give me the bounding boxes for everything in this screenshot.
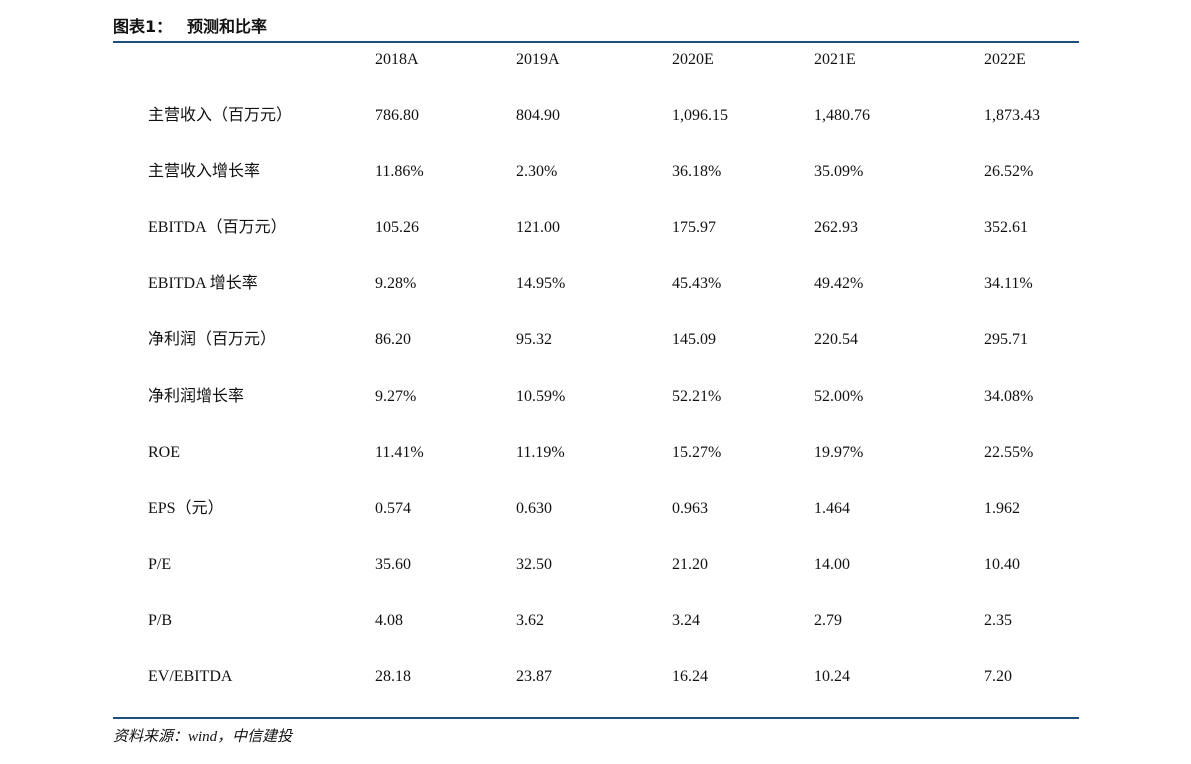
cell: 1,096.15 (672, 107, 728, 124)
cell: 4.08 (375, 611, 403, 629)
cell: 22.55% (984, 443, 1034, 461)
row-label: EBITDA 增长率 (148, 275, 258, 293)
cell: 121.00 (516, 219, 560, 237)
cell: 2.79 (814, 611, 842, 629)
cell: 19.97% (814, 443, 864, 461)
row-label: 净利润（百万元） (148, 331, 277, 349)
cell: 9.28% (375, 275, 417, 293)
cell: 0.963 (672, 499, 708, 517)
cell: 3.62 (516, 611, 544, 629)
cell: 10.40 (984, 555, 1020, 573)
row-label: EBITDA（百万元） (148, 219, 287, 237)
cell: 352.61 (984, 219, 1028, 237)
cell: 15.27% (672, 443, 722, 461)
cell: 786.80 (375, 107, 419, 124)
cell: 2.35 (984, 611, 1012, 629)
row-label: 主营收入（百万元） (148, 107, 293, 124)
cell: 10.59% (516, 387, 566, 405)
column-header: 2018A (375, 51, 419, 68)
cell: 1.962 (984, 499, 1020, 517)
top-rule (113, 41, 1079, 43)
cell: 0.630 (516, 499, 552, 517)
cell: 14.95% (516, 275, 566, 293)
cell: 804.90 (516, 107, 560, 124)
cell: 11.86% (375, 163, 424, 181)
cell: 7.20 (984, 668, 1012, 685)
row-label: EPS（元） (148, 499, 224, 517)
cell: 34.11% (984, 275, 1033, 293)
figure-title: 预测和比率 (187, 17, 268, 36)
cell: 3.24 (672, 611, 700, 629)
cell: 52.00% (814, 387, 864, 405)
cell: 32.50 (516, 555, 552, 573)
cell: 1,480.76 (814, 107, 870, 124)
column-header: 2021E (814, 51, 856, 68)
cell: 23.87 (516, 668, 552, 685)
cell: 1,873.43 (984, 107, 1040, 124)
cell: 220.54 (814, 331, 858, 349)
cell: 35.60 (375, 555, 411, 573)
cell: 35.09% (814, 163, 864, 181)
cell: 34.08% (984, 387, 1034, 405)
cell: 45.43% (672, 275, 722, 293)
cell: 21.20 (672, 555, 708, 573)
cell: 49.42% (814, 275, 864, 293)
cell: 11.19% (516, 443, 565, 461)
row-label: 主营收入增长率 (148, 163, 261, 181)
cell: 0.574 (375, 499, 411, 517)
row-label: P/E (148, 555, 172, 573)
column-header: 2020E (672, 51, 714, 68)
cell: 52.21% (672, 387, 722, 405)
cell: 28.18 (375, 668, 411, 685)
cell: 2.30% (516, 163, 558, 181)
figure-label: 图表1： (113, 17, 173, 36)
row-label: ROE (148, 443, 180, 461)
cell: 11.41% (375, 443, 424, 461)
cell: 145.09 (672, 331, 716, 349)
cell: 26.52% (984, 163, 1034, 181)
cell: 14.00 (814, 555, 850, 573)
cell: 9.27% (375, 387, 417, 405)
cell: 95.32 (516, 331, 552, 349)
row-label: EV/EBITDA (148, 668, 233, 685)
row-label: 净利润增长率 (148, 387, 245, 405)
bottom-rule (113, 717, 1079, 719)
cell: 105.26 (375, 219, 419, 237)
cell: 86.20 (375, 331, 411, 349)
cell: 1.464 (814, 499, 850, 517)
cell: 16.24 (672, 668, 708, 685)
cell: 295.71 (984, 331, 1028, 349)
source-note: 资料来源：wind，中信建投 (113, 729, 293, 745)
column-header: 2022E (984, 51, 1026, 68)
cell: 36.18% (672, 163, 722, 181)
row-label: P/B (148, 611, 173, 629)
cell: 175.97 (672, 219, 716, 237)
cell: 262.93 (814, 219, 858, 237)
column-header: 2019A (516, 51, 560, 68)
cell: 10.24 (814, 668, 850, 685)
